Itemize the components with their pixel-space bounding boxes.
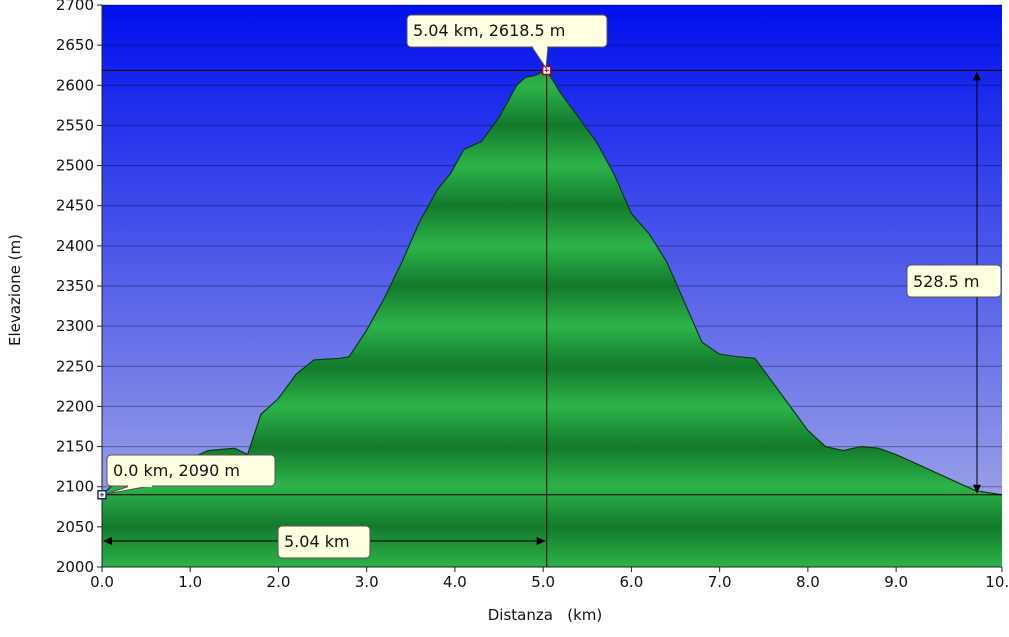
- y-tick-label: 2100: [56, 478, 94, 496]
- elevation-gain-label: 528.5 m: [913, 272, 979, 291]
- start-callout: 0.0 km, 2090 m: [105, 454, 276, 495]
- y-tick-label: 2400: [56, 237, 94, 255]
- y-axis-ticks: 2700 2650 2600 2550 2500 2450 2400 2350 2300 2250…: [56, 0, 102, 576]
- markers: [97, 65, 552, 500]
- start-marker: [97, 489, 107, 500]
- y-tick-label: 2150: [56, 438, 94, 456]
- y-tick-label: 2050: [56, 518, 94, 536]
- x-tick-label: 0.0: [90, 573, 114, 591]
- y-tick-label: 2250: [56, 357, 94, 375]
- y-tick-label: 2600: [56, 76, 94, 94]
- start-label: 0.0 km, 2090 m: [113, 461, 240, 480]
- x-tick-label: 1.0: [178, 573, 202, 591]
- x-tick-label: 7.0: [708, 573, 732, 591]
- y-tick-label: 2650: [56, 36, 94, 54]
- elevation-gain-callout: 528.5 m: [906, 264, 1002, 298]
- distance-callout: 5.04 km: [277, 525, 371, 559]
- x-tick-label: 4.0: [443, 573, 467, 591]
- peak-marker: [541, 65, 552, 76]
- y-tick-label: 2450: [56, 197, 94, 215]
- y-tick-label: 2700: [56, 0, 94, 14]
- x-tick-label: 8.0: [796, 573, 820, 591]
- x-tick-label: 9.0: [884, 573, 908, 591]
- y-tick-label: 2300: [56, 317, 94, 335]
- x-tick-label: 6.0: [619, 573, 643, 591]
- x-tick-label: 10.2: [985, 573, 1009, 591]
- x-axis-title: Distanza (km): [488, 606, 603, 624]
- y-tick-label: 2200: [56, 397, 94, 415]
- y-tick-label: 2000: [56, 558, 94, 576]
- elevation-line: [102, 69, 1002, 496]
- peak-callout: 5.04 km, 2618.5 m: [406, 14, 608, 70]
- elevation-area: [102, 70, 1002, 567]
- distance-label: 5.04 km: [284, 532, 350, 551]
- y-tick-label: 2500: [56, 157, 94, 175]
- y-axis-title: Elevazione (m): [6, 234, 24, 346]
- elevation-gain-arrow-top-head: [973, 71, 981, 81]
- x-tick-label: 3.0: [355, 573, 379, 591]
- peak-label: 5.04 km, 2618.5 m: [413, 21, 565, 40]
- x-tick-label: 5.0: [531, 573, 555, 591]
- elevation-gain-arrow-bottom-head: [973, 484, 981, 494]
- distance-arrow-left-head: [103, 537, 112, 545]
- distance-arrow-right-head: [536, 537, 546, 545]
- y-tick-label: 2550: [56, 116, 94, 134]
- x-axis-ticks: 0.0 1.0 2.0 3.0 4.0 5.0 6.0 7.0 8.0 9.0 10.2: [90, 567, 1009, 591]
- x-tick-label: 2.0: [267, 573, 291, 591]
- y-tick-label: 2350: [56, 277, 94, 295]
